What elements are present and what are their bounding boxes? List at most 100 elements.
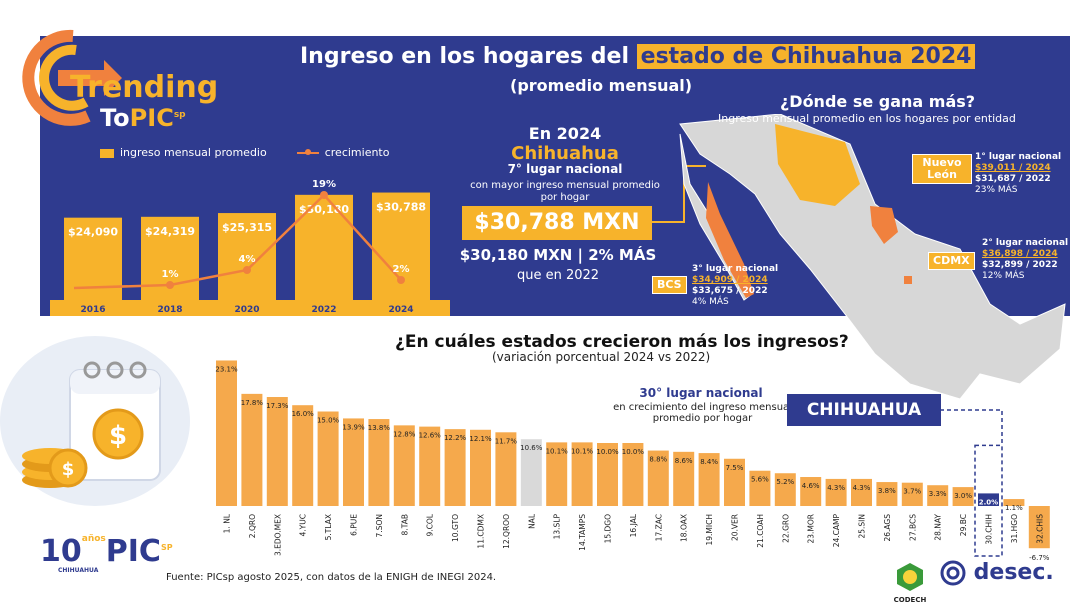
income-year-label: 2022 <box>311 305 336 315</box>
state-bar <box>266 397 288 506</box>
anniv-num: 10 <box>40 534 82 569</box>
state-category-label: 17.ZAC <box>654 514 663 541</box>
rank-nl-2024: $39,011 / 2024 <box>975 163 1051 173</box>
state-value-label: 2.0% <box>979 498 998 506</box>
growth-point <box>397 276 405 284</box>
growth-label: 4% <box>239 254 256 265</box>
rank-bcs-2024: $34,909 / 2024 <box>692 275 768 285</box>
codech-logo: CODECH <box>880 562 940 604</box>
title-prefix: Ingreso en los hogares del <box>300 44 637 69</box>
state-bar <box>927 485 949 506</box>
state-bar <box>419 426 441 506</box>
rank-cdmx-2024: $36,898 / 2024 <box>982 249 1058 259</box>
state-bar <box>444 429 466 506</box>
state-category-label: 21.COAH <box>756 514 765 548</box>
state-value-label: 13.8% <box>368 424 391 432</box>
state-category-label: 22.GRO <box>781 514 790 543</box>
state-bar <box>368 419 390 506</box>
legend-line: crecimiento <box>296 146 389 159</box>
growth-point <box>243 266 251 274</box>
state-bar <box>317 411 339 506</box>
legend-bar-swatch <box>100 148 114 158</box>
state-value-label: -6.7% <box>1029 554 1050 562</box>
place-label: 7° lugar nacional <box>507 162 623 176</box>
legend-bars: ingreso mensual promedio <box>100 146 267 159</box>
state-value-label: 3.7% <box>903 488 921 496</box>
state-value-label: 3.3% <box>929 490 947 498</box>
state-category-label: 12.QROO <box>502 514 511 549</box>
state-bar <box>724 458 745 506</box>
state-category-label: 5.TLAX <box>324 514 333 540</box>
state-category-label: 26.AGS <box>883 514 892 542</box>
state-bar <box>673 451 695 506</box>
state-value-label: 3.8% <box>878 487 896 495</box>
state-bar <box>800 477 822 506</box>
income-bar-label: $24,319 <box>145 225 195 238</box>
desec-icon <box>940 560 966 586</box>
state-value-label: 23.1% <box>215 365 238 373</box>
income-year-label: 2024 <box>388 305 413 315</box>
income-bar-label: $25,315 <box>222 221 272 234</box>
growth-label: 2% <box>393 264 410 275</box>
mexico-map <box>679 114 1066 400</box>
brand-to: To <box>100 104 130 132</box>
desec-label: desec. <box>973 560 1054 585</box>
state-category-label: 31.HGO <box>1010 514 1019 543</box>
state-value-label: 17.3% <box>266 402 289 410</box>
legend-bars-label: ingreso mensual promedio <box>120 146 267 159</box>
rank-bcs-pct: 4% MÁS <box>692 297 729 307</box>
page-title: Ingreso en los hogares del estado de Chi… <box>300 44 1000 69</box>
state-value-label: 12.2% <box>444 434 467 442</box>
state-category-label: 10.GTO <box>451 514 460 542</box>
place30-label: 30° lugar nacional <box>639 386 763 400</box>
income-bar-label: $24,090 <box>68 226 118 239</box>
state-bar <box>825 478 847 506</box>
codech-icon <box>897 563 923 591</box>
brand-line2: ToPICsp <box>100 104 186 132</box>
state-bar <box>876 482 898 506</box>
state-bar <box>546 442 568 506</box>
state-category-label: 13.SLP <box>553 514 562 540</box>
state-value-label: 16.0% <box>292 410 315 418</box>
income-year-label: 2016 <box>80 305 105 315</box>
chihuahua-pointer <box>940 409 1003 446</box>
source-note: Fuente: PICsp agosto 2025, con datos de … <box>166 572 497 583</box>
amount-compare: que en 2022 <box>516 268 600 283</box>
state-category-label: 3.EDO.MEX <box>273 514 282 556</box>
svg-text:$: $ <box>62 459 75 480</box>
growth-label: 19% <box>312 179 336 190</box>
state-bar <box>241 393 263 506</box>
state-category-label: 11.CDMX <box>477 514 486 549</box>
state-category-label: 8.TAB <box>400 514 409 535</box>
state-category-label: 7.SON <box>375 514 384 537</box>
anniv-brand: PIC <box>105 534 161 569</box>
codech-label: CODECH <box>893 596 927 604</box>
rank-cdmx-2022: $32,899 / 2022 <box>982 260 1058 270</box>
growth-title: ¿En cuáles estados crecieron más los ing… <box>395 332 849 352</box>
income-year-label: 2018 <box>157 305 182 315</box>
income-chart: $24,0902016$24,3192018$25,3152020$30,180… <box>50 179 450 316</box>
state-bar <box>622 443 644 506</box>
rank-cdmx-place: 2° lugar nacional <box>982 238 1069 248</box>
map-desc: Ingreso mensual promedio en los hogares … <box>718 112 1016 125</box>
growth-chart: 23.1% 1. NL 17.8% 2.QRO 17.3% 3.EDO.MEX 16.0% 4… <box>215 360 1050 562</box>
state-value-label: 11.7% <box>495 437 518 445</box>
rank-bcs-2022: $33,675 / 2022 <box>692 286 768 296</box>
state-category-label: 32.CHIS <box>1035 514 1044 544</box>
state-category-label: NAL <box>527 513 536 529</box>
state-category-label: 18.OAX <box>680 514 689 542</box>
state-bar <box>774 473 796 506</box>
state-category-label: 2.QRO <box>248 514 257 538</box>
state-value-label: 10.0% <box>622 448 645 456</box>
rank-cdmx: 2° lugar nacional $36,898 / 2024 $32,899… <box>982 238 1068 282</box>
anniv-sp: SP <box>160 543 173 552</box>
rank-bcs-place: 3° lugar nacional <box>692 264 779 274</box>
state-value-label: 8.8% <box>649 456 667 464</box>
income-chart-baseline <box>50 300 450 316</box>
chart-legend: ingreso mensual promedio crecimiento <box>100 146 389 159</box>
state-bar <box>292 405 314 506</box>
brand-line1: Trending <box>70 70 219 105</box>
state-bar <box>495 432 517 506</box>
chip-nl: Nuevo León <box>912 154 972 184</box>
